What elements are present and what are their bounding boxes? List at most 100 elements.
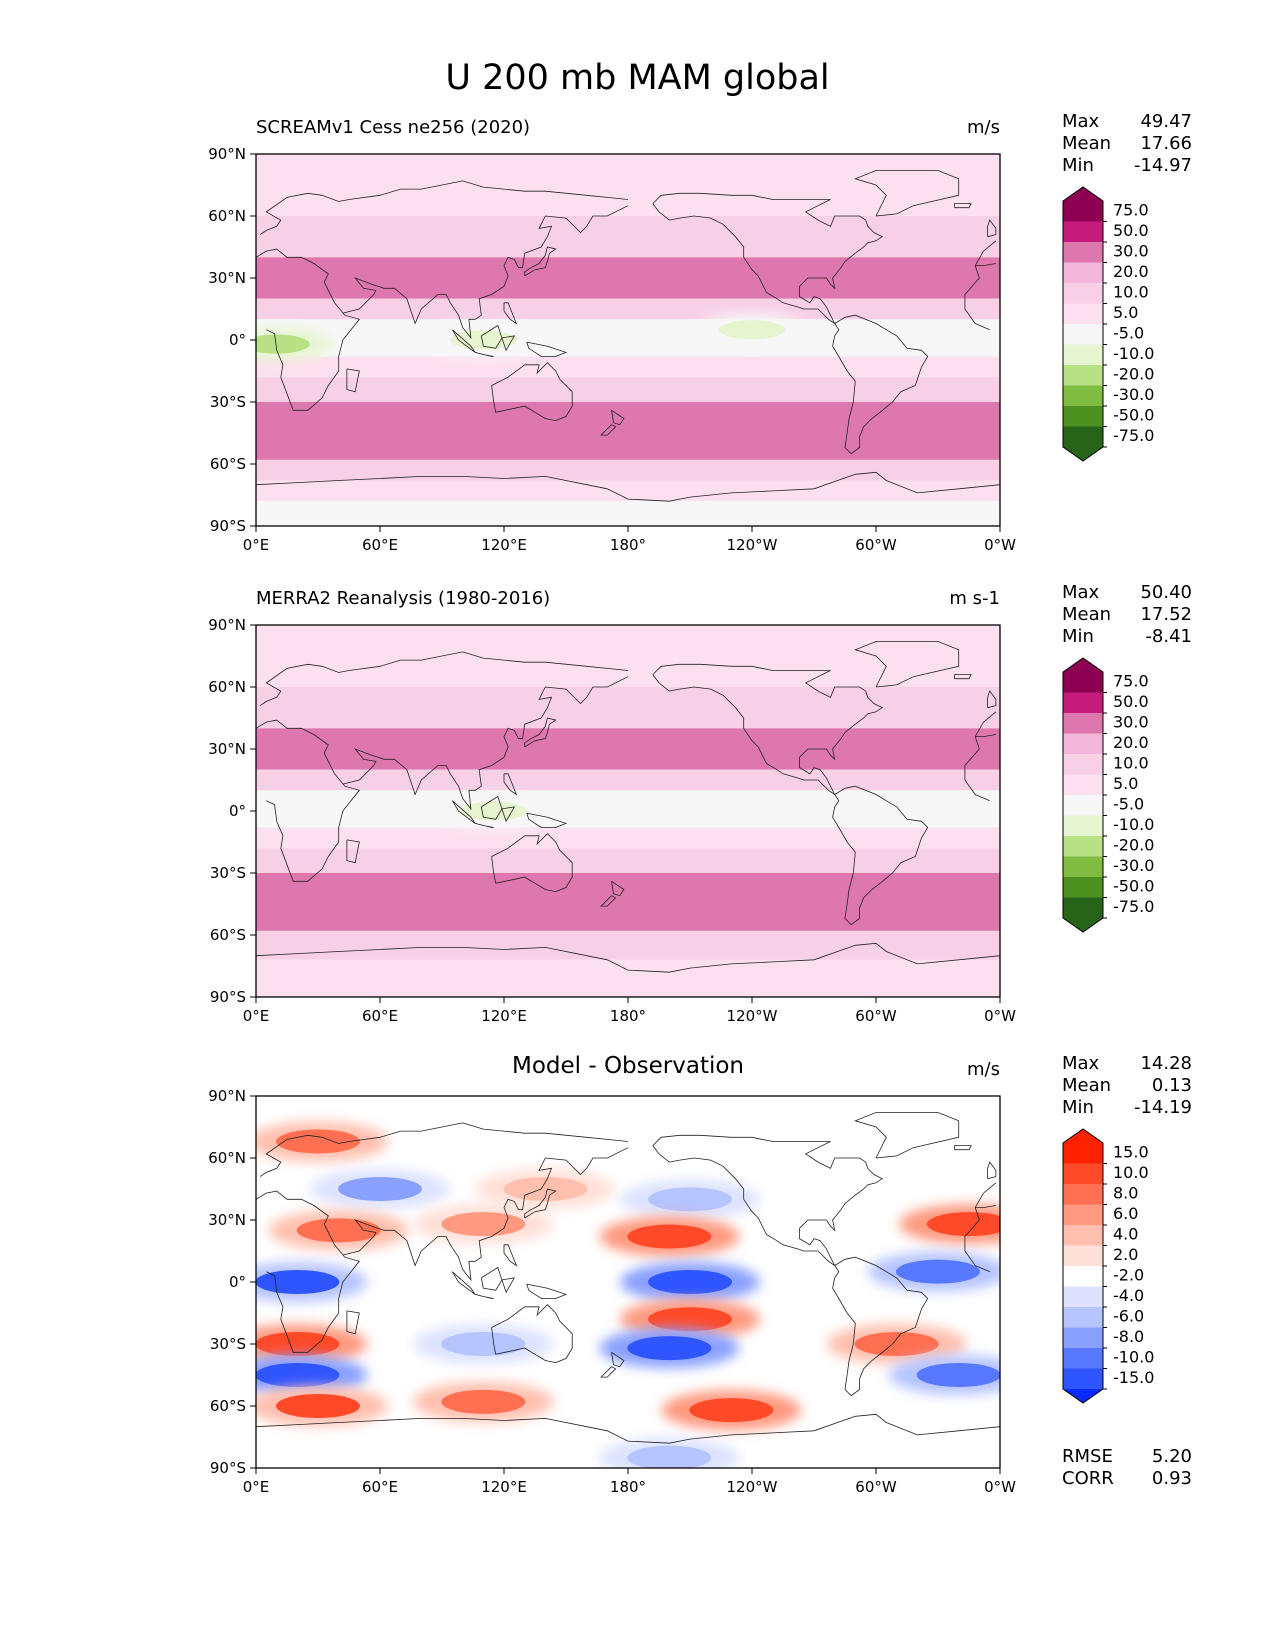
coastline-1-0 [964,265,990,331]
colorbar-label: 10.0 [1113,754,1149,773]
coastline-2-0 [346,1310,360,1335]
colorbar-segment-0 [1063,1143,1103,1164]
stat-min-label: Min [1062,626,1094,647]
colorbar-label: -2.0 [1113,1266,1144,1285]
coastline-15-0 [854,1112,960,1159]
lat-tick-label: 30°S [210,864,246,882]
lat-tick-label: 90°S [210,517,246,535]
corr-value: 0.93 [1151,1468,1192,1489]
contour-band-8 [256,930,1000,960]
rmse-value: 5.20 [1151,1446,1192,1467]
contour-blob-core-0 [460,801,527,821]
contour-blob-core-9 [896,1259,980,1284]
stat-max-label: Max [1062,111,1100,132]
contour-blob-core-3 [648,1187,732,1212]
map-plot: 90°N 60°N 30°N 0° 30°S 60°S 90°S0°E 60°E 120°E 18… [208,1087,1154,1496]
contour-band-1 [256,216,1000,258]
colorbar-segment-4 [1063,1225,1103,1246]
contour-blob-core-16 [276,1394,360,1418]
coastline-0-0 [974,240,997,266]
contour-blob-core-17 [441,1389,526,1414]
colorbar-label: 75.0 [1113,201,1149,220]
coastline-3-0 [342,205,629,340]
coastline-19-0 [954,203,972,209]
colorbar-segment-10 [1063,877,1103,898]
coastline-11-0 [491,833,573,893]
contour-blob-core-20 [441,1212,526,1237]
coastline-4-0 [524,1188,557,1219]
panel-title: Model - Observation [511,1053,745,1079]
rmse-corr-box: RMSE 5.20 CORR 0.93 [1062,1446,1192,1490]
colorbar-extend-top [1063,1129,1103,1143]
contour-blob-core-2 [450,330,517,350]
rmse-label: RMSE [1062,1446,1113,1467]
colorbar-label: 2.0 [1113,1245,1138,1264]
coastline-8-0 [501,335,516,352]
lon-tick-label: 180° [610,1478,646,1496]
panel-merra2: MERRA2 Reanalysis (1980-2016) m s-1 Max 5… [0,582,1275,1060]
lon-tick-label: 0°E [243,536,270,554]
colorbar-segment-0 [1063,201,1103,222]
coastline-18-0 [987,219,997,238]
contour-blob-core-12 [854,1332,939,1356]
lon-tick-label: 60°W [855,1478,897,1496]
coastline-12-0 [611,1351,625,1368]
colorbar-label: 20.0 [1113,733,1149,752]
coastline-15-0 [854,170,960,217]
lon-tick-label: 120°E [481,1478,527,1496]
colorbar-segment-8 [1063,836,1103,857]
coastline-3-0 [342,1147,629,1282]
colorbar-segment-5 [1063,303,1103,325]
colorbar-segment-8 [1063,1307,1103,1328]
coastline-17-0 [256,1413,1000,1444]
colorbar-label: -4.0 [1113,1286,1144,1305]
map-field [256,154,1000,526]
coastline-1-1 [256,1190,360,1353]
contour-blob-core-4 [296,1218,381,1243]
lon-tick-label: 0°E [243,1478,270,1496]
contour-blob-core-13 [627,1336,712,1361]
colorbar-segment-3 [1063,262,1103,284]
colorbar-label: 5.0 [1113,774,1138,793]
coastline-17-0 [256,471,1000,502]
lon-tick-label: 0°W [984,536,1016,554]
colorbar-label: 30.0 [1113,242,1149,261]
contour-blob-core-0 [276,1129,360,1154]
coastline-7-0 [480,795,503,820]
colorbar-label: 4.0 [1113,1225,1138,1244]
colorbar-label: 6.0 [1113,1204,1138,1223]
colorbar-segment-3 [1063,733,1103,755]
lon-tick-label: 60°W [855,1007,897,1025]
coastline-7-0 [480,1266,503,1291]
lon-tick-label: 120°W [727,1007,778,1025]
coastline-10-0 [503,773,518,796]
lat-tick-label: 60°N [208,1149,246,1167]
stat-mean: 0.13 [1151,1075,1192,1096]
lat-tick-label: 30°N [208,1211,246,1229]
contour-blob-core-5 [627,1224,712,1249]
corr-label: CORR [1062,1468,1114,1489]
stat-mean: 17.66 [1140,133,1192,154]
contour-band-5 [256,827,1000,849]
contour-band-7 [256,873,1000,931]
colorbar-label: -10.0 [1113,1348,1154,1367]
stat-max-label: Max [1062,1053,1100,1074]
stat-min: -14.97 [1133,155,1192,176]
colorbar-segment-9 [1063,856,1103,878]
lat-tick-label: 90°N [208,145,246,163]
colorbar-segment-9 [1063,1327,1103,1349]
lat-tick-label: 30°N [208,740,246,758]
map-plot: 90°N 60°N 30°N 0° 30°S 60°S 90°S0°E 60°E 120°E 18… [208,145,1154,554]
coastline-12-0 [611,409,625,426]
coastline-18-0 [987,690,997,709]
colorbar-extend-top [1063,658,1103,672]
coastline-17-0 [256,942,1000,973]
colorbar-label: -20.0 [1113,836,1154,855]
colorbar-label: 10.0 [1113,1163,1149,1182]
colorbar-label: -75.0 [1113,897,1154,916]
lon-tick-label: 120°W [727,1478,778,1496]
coastline-13-0 [600,424,617,436]
lon-tick-label: 180° [610,1007,646,1025]
colorbar: 15.010.0 8.06.0 4.02.0 -2.0-4.0 -6.0-8.0 -10.… [1062,1128,1154,1404]
contour-blob-core-15 [916,1363,1000,1387]
